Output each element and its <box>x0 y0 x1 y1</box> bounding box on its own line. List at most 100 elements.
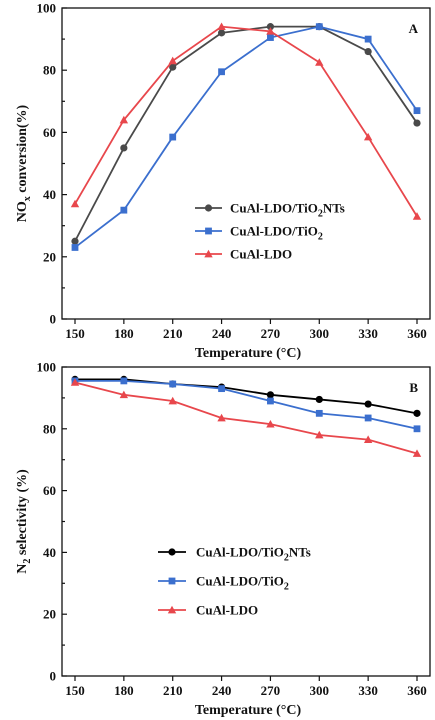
data-point <box>412 212 422 220</box>
data-point <box>266 27 275 35</box>
x-tick-label: 180 <box>114 683 134 698</box>
x-tick-label: 300 <box>310 683 330 698</box>
data-point <box>315 409 323 417</box>
data-point <box>412 449 422 457</box>
data-point <box>217 22 226 31</box>
series-3 <box>70 22 422 220</box>
x-tick-label: 240 <box>212 326 232 341</box>
x-tick-label: 300 <box>310 326 330 341</box>
data-point <box>119 390 129 399</box>
legend-label: CuAl-LDO <box>230 247 292 262</box>
y-tick-label: 40 <box>43 545 56 560</box>
data-point <box>169 380 177 388</box>
legend-marker <box>204 249 213 258</box>
data-point <box>218 68 225 76</box>
x-tick-label: 240 <box>212 683 232 698</box>
y-tick-label: 0 <box>50 669 57 684</box>
series-line <box>75 378 418 415</box>
data-point <box>71 244 79 251</box>
data-point <box>413 425 421 433</box>
data-point <box>266 23 275 31</box>
data-point <box>315 395 323 404</box>
x-tick-label: 150 <box>65 683 85 698</box>
legend-label: CuAl-LDO/TiO2NTs <box>230 201 345 220</box>
data-point <box>70 199 80 208</box>
y-tick-label: 80 <box>43 421 56 436</box>
x-tick-label: 360 <box>407 326 427 341</box>
y-tick-label: 100 <box>37 1 57 16</box>
data-point <box>217 29 226 37</box>
data-point <box>363 132 373 141</box>
y-tick-label: 80 <box>43 63 56 78</box>
data-point <box>71 237 79 245</box>
legend-marker <box>205 227 212 235</box>
legend-label: CuAl-LDO/TiO2NTs <box>196 545 311 564</box>
panel-label: B <box>409 380 418 395</box>
data-point <box>169 133 177 141</box>
data-point <box>363 435 373 443</box>
data-point <box>413 409 421 417</box>
data-point <box>315 430 324 439</box>
y-tick-label: 20 <box>43 607 56 622</box>
panel-label: A <box>409 21 419 36</box>
legend-marker <box>204 204 213 212</box>
legend-marker <box>168 577 176 585</box>
legend-label: CuAl-LDO/TiO2 <box>230 224 323 243</box>
y-tick-label: 100 <box>37 360 57 375</box>
data-point <box>315 23 323 31</box>
data-point <box>413 107 421 115</box>
legend-label: CuAl-LDO/TiO2 <box>196 574 289 593</box>
data-point <box>364 35 372 43</box>
data-point <box>120 206 128 214</box>
legend: CuAl-LDO/TiO2NTs CuAl-LDO/TiO2 CuAl-LDO <box>158 545 311 618</box>
y-tick-label: 60 <box>43 483 56 498</box>
x-axis-title: Temperature (°C) <box>195 346 302 361</box>
data-point <box>266 419 275 428</box>
data-point <box>217 413 226 422</box>
y-axis-title: N2 selectivity (%) <box>15 469 33 574</box>
data-point <box>120 144 128 152</box>
data-point <box>315 58 324 66</box>
x-tick-label: 270 <box>261 326 281 341</box>
chart-panel-a: 0 20 40 60 80 100 150 180 210 240 270 300 330 360 Temp… <box>15 1 431 361</box>
x-axis-title: Temperature (°C) <box>195 703 302 718</box>
data-point <box>266 391 275 399</box>
y-tick-label: 0 <box>50 312 57 327</box>
data-point <box>364 47 372 56</box>
data-point <box>169 63 177 71</box>
legend-marker <box>167 605 177 614</box>
legend-label: CuAl-LDO <box>196 603 258 618</box>
x-tick-label: 330 <box>358 326 378 341</box>
data-point <box>218 385 225 393</box>
series-line <box>75 380 418 430</box>
data-point <box>364 400 372 408</box>
series-3 <box>70 378 422 457</box>
series-2 <box>71 23 421 251</box>
data-point <box>364 414 372 422</box>
data-point <box>267 397 274 405</box>
y-tick-label: 60 <box>43 125 56 140</box>
series-line <box>74 25 418 217</box>
data-point <box>168 56 177 65</box>
chart-panel-b: 0 20 40 60 80 100 150 180 210 240 270 300 330 360 Temp… <box>15 360 431 718</box>
x-tick-label: 270 <box>261 683 281 698</box>
data-point <box>120 377 128 385</box>
x-tick-label: 180 <box>114 326 134 341</box>
x-tick-label: 210 <box>163 683 183 698</box>
x-tick-label: 360 <box>407 683 427 698</box>
x-tick-label: 330 <box>358 683 378 698</box>
y-tick-label: 40 <box>43 187 56 202</box>
x-tick-label: 150 <box>65 326 85 341</box>
data-point <box>119 115 129 124</box>
series-line <box>74 25 418 249</box>
legend-marker <box>168 548 176 556</box>
legend: CuAl-LDO/TiO2NTs CuAl-LDO/TiO2 CuAl-LDO <box>195 201 345 262</box>
data-point <box>267 34 274 41</box>
series-line <box>74 381 418 455</box>
y-axis-title: NOx conversion(%) <box>15 104 33 222</box>
x-tick-label: 210 <box>163 326 183 341</box>
plot-frame <box>61 366 431 677</box>
y-tick-label: 20 <box>43 249 56 264</box>
data-point <box>168 396 177 405</box>
